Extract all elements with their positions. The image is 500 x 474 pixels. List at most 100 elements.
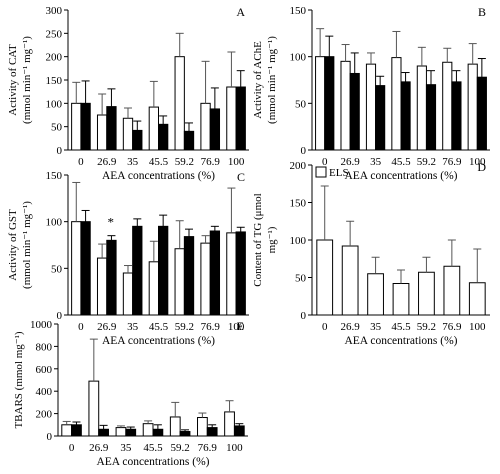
x-tick-label: 59.2	[175, 156, 194, 168]
x-tick-label: 35	[370, 321, 382, 333]
bar-b-s0-c3	[391, 57, 402, 151]
x-tick-label: 45.5	[149, 156, 169, 168]
x-tick-label: 26.9	[97, 156, 117, 168]
y-tick-label: 200	[36, 409, 53, 421]
y-axis-label-line: Content of TG (μmol	[252, 193, 264, 286]
bar-e-s0-c3	[142, 423, 154, 437]
x-tick-label: 76.9	[201, 321, 221, 333]
x-axis-label: AEA concentrations (%)	[344, 170, 457, 182]
y-tick-label: 800	[36, 341, 53, 353]
chart-panel-c: 0 50 100 150 0 26.9 35 45.5 59.2 76.9 100 * AEA conc…	[7, 170, 249, 347]
y-axis-label: Activity of CAT (mmol min⁻¹ mg⁻¹)	[7, 36, 33, 124]
bar-a-s1-c6	[235, 86, 246, 151]
y-axis-label-line: Activity of CAT	[7, 44, 19, 116]
x-tick-label: 45.5	[391, 321, 411, 333]
bar-e-s1-c0	[71, 424, 82, 437]
x-axis-label: AEA concentrations (%)	[102, 170, 215, 182]
y-axis-label-line: (mmol min⁻¹ mg⁻¹)	[21, 201, 33, 289]
y-tick-label: 100	[290, 52, 307, 64]
bar-d-s0-c0	[316, 239, 334, 316]
bar-c-s1-c5	[209, 230, 221, 316]
bar-e-s0-c1	[88, 380, 100, 437]
bar-a-s1-c5	[209, 108, 221, 151]
y-axis-label: Activity of GST (mmol min⁻¹ mg⁻¹)	[7, 201, 33, 289]
bar-b-s0-c2	[365, 63, 377, 151]
x-tick-label: 100	[228, 321, 245, 333]
x-tick-label: 45.5	[391, 156, 411, 168]
x-tick-label: 0	[78, 156, 84, 168]
y-tick-label: 50	[51, 122, 63, 134]
x-tick-label: 35	[127, 321, 139, 333]
y-tick-label: 150	[290, 5, 307, 17]
bar-a-s1-c0	[80, 102, 91, 151]
x-tick-label: 26.9	[341, 321, 361, 333]
y-axis-label: Content of TG (μmol mg⁻¹)	[252, 193, 278, 286]
bar-b-s0-c6	[467, 63, 478, 151]
x-tick-label: 35	[120, 442, 132, 454]
bar-a-s1-c2	[132, 129, 143, 151]
bar-c-s1-c0	[80, 221, 91, 316]
bar-e-s0-c5	[197, 417, 208, 437]
y-tick-label: 300	[46, 5, 63, 17]
bar-a-s0-c4	[174, 56, 185, 151]
panel-letter: E	[237, 319, 244, 333]
bar-b-s1-c4	[425, 84, 437, 151]
y-tick-label: 0	[57, 310, 63, 322]
panel-letter: A	[236, 5, 245, 19]
bar-a-s0-c5	[200, 102, 211, 151]
bar-e-s1-c4	[179, 431, 191, 437]
bar-c-s0-c1	[96, 257, 108, 316]
bar-e-s1-c5	[206, 427, 218, 437]
y-tick-label: 150	[46, 75, 63, 87]
y-tick-label: 50	[295, 273, 307, 285]
bar-d-s0-c3	[392, 283, 410, 316]
legend: ELS	[315, 166, 349, 179]
y-axis-label: Activity of AChE (mmol min⁻¹ mg⁻¹)	[252, 36, 278, 124]
y-tick-label: 150	[290, 198, 307, 210]
x-axis-label: AEA concentrations (%)	[344, 335, 457, 347]
bar-c-s0-c6	[226, 232, 237, 316]
bar-e-s1-c6	[233, 425, 245, 437]
bar-a-s0-c2	[122, 117, 134, 151]
bar-e-s0-c6	[224, 411, 235, 437]
x-tick-label: 100	[469, 321, 486, 333]
y-tick-label: 100	[290, 235, 307, 247]
bar-d-s0-c4	[418, 271, 435, 316]
bar-d-s0-c1	[341, 245, 359, 316]
y-tick-label: 100	[46, 98, 63, 110]
x-tick-label: 0	[78, 321, 84, 333]
bar-e-s1-c3	[152, 428, 164, 437]
panel-letter: B	[478, 5, 486, 19]
significance-star: *	[108, 214, 115, 229]
bar-c-s0-c5	[200, 242, 211, 316]
x-tick-label: 45.5	[149, 321, 169, 333]
bar-b-s1-c1	[349, 72, 360, 151]
x-tick-label: 100	[226, 442, 243, 454]
bar-c-s1-c4	[183, 236, 195, 316]
y-tick-label: 0	[301, 310, 307, 322]
chart-panel-d: 0 50 100 150 200 0 26.9 35 45.5 59.2 76.9 100 AEA co…	[252, 160, 490, 347]
y-axis-label-line: TBARS (mmol mg⁻¹)	[13, 331, 25, 428]
x-tick-label: 0	[69, 442, 75, 454]
x-axis-label: AEA concentrations (%)	[102, 335, 215, 347]
x-tick-label: 35	[370, 156, 382, 168]
x-tick-label: 0	[322, 321, 328, 333]
panel-letter: D	[477, 160, 486, 174]
y-tick-label: 50	[295, 98, 307, 110]
y-axis-label-line: mg⁻¹)	[266, 226, 278, 253]
bar-e-s0-c0	[61, 424, 73, 437]
bar-a-s0-c1	[96, 114, 108, 151]
legend-swatch	[315, 166, 327, 178]
y-tick-label: 250	[46, 28, 63, 40]
bar-e-s1-c1	[98, 428, 109, 437]
bar-e-s0-c4	[169, 416, 181, 437]
panel-letter: C	[237, 170, 245, 184]
bar-c-s1-c1	[106, 239, 117, 316]
bar-e-s0-c2	[115, 427, 127, 437]
y-tick-label: 200	[290, 160, 307, 172]
y-tick-label: 600	[36, 364, 53, 376]
y-tick-label: 400	[36, 386, 53, 398]
bar-a-s1-c3	[158, 123, 169, 151]
